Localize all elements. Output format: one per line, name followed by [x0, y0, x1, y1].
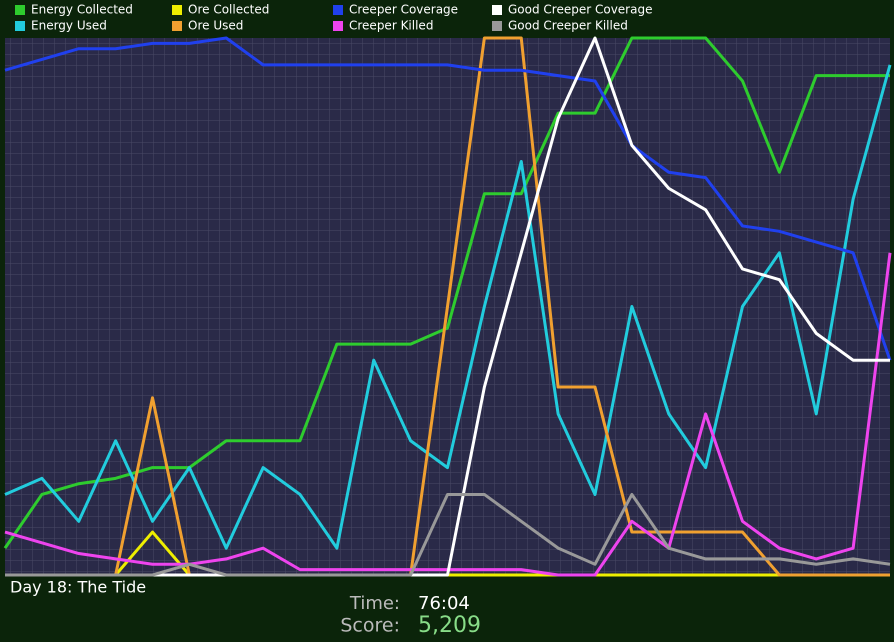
legend-swatch: [333, 5, 343, 15]
level-name: Day 18: The Tide: [10, 578, 146, 597]
legend-swatch: [15, 5, 25, 15]
legend-label: Good Creeper Killed: [508, 19, 628, 33]
legend-label: Energy Collected: [31, 3, 133, 17]
legend-label: Energy Used: [31, 19, 107, 33]
time-value: 76:04: [418, 593, 470, 614]
series-line: [4, 64, 892, 550]
legend-swatch: [333, 21, 343, 31]
legend-label: Ore Used: [188, 19, 243, 33]
legend-label: Creeper Coverage: [349, 3, 458, 17]
series-line: [3, 36, 890, 549]
legend-swatch: [492, 5, 502, 15]
legend-swatch: [172, 5, 182, 15]
series-line: [5, 36, 890, 577]
legend-swatch: [172, 21, 182, 31]
series-line: [4, 36, 892, 361]
legend-swatch: [492, 21, 502, 31]
legend-label: Creeper Killed: [349, 19, 433, 33]
legend-label: Good Creeper Coverage: [508, 3, 652, 17]
score-label: Score:: [340, 615, 400, 637]
series-line: [5, 492, 891, 577]
legend-label: Ore Collected: [188, 3, 269, 17]
time-label: Time:: [349, 593, 400, 614]
score-value: 5,209: [418, 613, 481, 638]
legend-swatch: [15, 21, 25, 31]
